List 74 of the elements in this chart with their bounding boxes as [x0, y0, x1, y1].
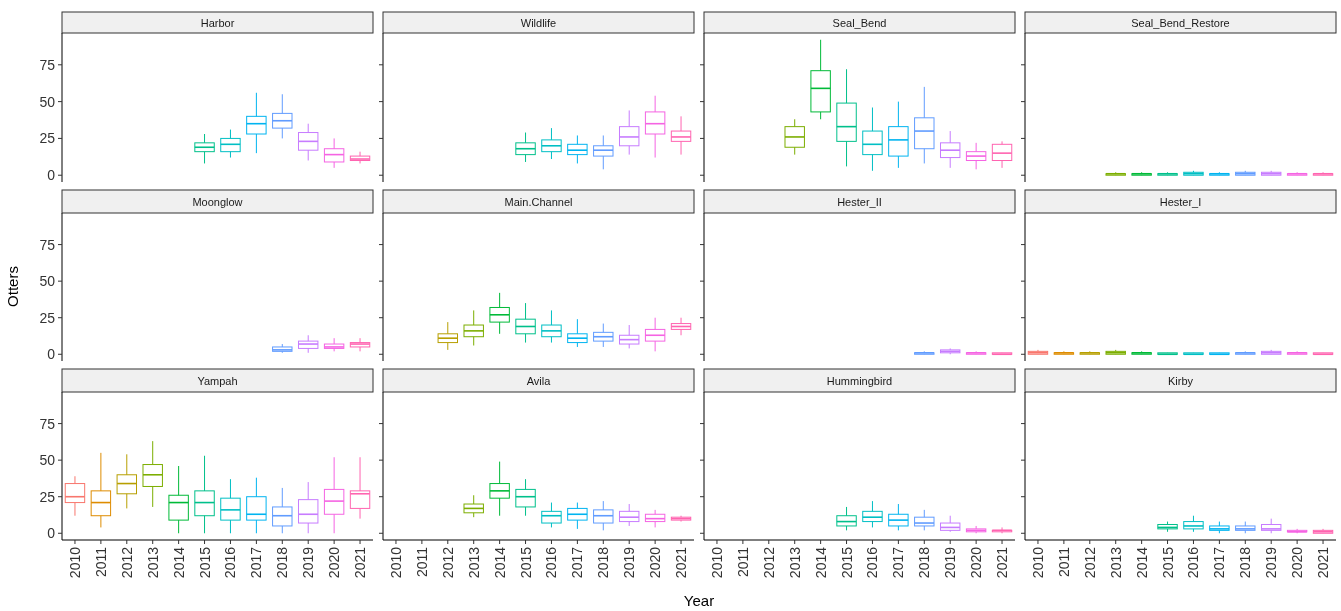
x-tick-label: 2010: [66, 546, 83, 579]
x-tick-label: 2017: [248, 546, 265, 579]
x-tick-label: 2010: [387, 546, 404, 579]
x-tick-label: 2013: [786, 546, 803, 579]
x-tick-label: 2019: [300, 546, 317, 579]
x-tick-label: 2013: [1107, 546, 1124, 579]
y-tick-label: 25: [39, 130, 56, 147]
x-tick-label: 2015: [838, 546, 855, 579]
x-axis-title: Year: [683, 592, 715, 609]
x-tick-label: 2014: [170, 546, 187, 579]
chart-title: Wildlife: [520, 16, 557, 29]
x-tick-label: 2014: [491, 546, 508, 579]
y-tick-label: 50: [39, 452, 56, 469]
y-tick-label: 75: [39, 236, 56, 253]
chart-title: Moonglow: [192, 195, 243, 208]
x-tick-label: 2010: [708, 546, 725, 579]
x-tick-label: 2016: [543, 546, 560, 579]
x-tick-label: 2012: [1081, 546, 1098, 579]
y-tick-label: 25: [39, 488, 56, 505]
x-tick-label: 2021: [352, 546, 369, 579]
x-tick-label: 2020: [968, 546, 985, 579]
x-tick-label: 2017: [890, 546, 907, 579]
x-tick-label: 2011: [92, 546, 109, 578]
x-tick-label: 2021: [1315, 546, 1332, 579]
chart-title: Harbor: [200, 16, 235, 29]
x-tick-label: 2016: [222, 546, 239, 579]
x-tick-label: 2017: [569, 546, 586, 579]
y-tick-label: 50: [39, 273, 56, 290]
x-tick-label: 2010: [1029, 546, 1046, 579]
x-tick-label: 2018: [916, 546, 933, 579]
x-tick-label: 2012: [118, 546, 135, 579]
y-tick-label: 75: [39, 415, 56, 432]
x-tick-label: 2011: [413, 546, 430, 578]
x-tick-label: 2016: [864, 546, 881, 579]
x-tick-label: 2014: [812, 546, 829, 579]
x-tick-label: 2019: [942, 546, 959, 579]
x-tick-label: 2016: [1185, 546, 1202, 579]
x-tick-label: 2013: [144, 546, 161, 579]
x-tick-label: 2020: [1289, 546, 1306, 579]
x-tick-label: 2015: [517, 546, 534, 579]
y-tick-label: 25: [39, 309, 56, 326]
chart-title: Hummingbird: [826, 374, 893, 387]
x-tick-label: 2012: [760, 546, 777, 579]
chart-title: Seal_Bend_Restore: [1131, 16, 1230, 29]
x-tick-label: 2013: [465, 546, 482, 579]
chart-title: Main.Channel: [504, 195, 573, 208]
chart-title: Seal_Bend: [832, 16, 887, 29]
y-tick-label: 0: [47, 346, 56, 363]
chart-title: Yampah: [197, 374, 238, 387]
x-tick-label: 2015: [1159, 546, 1176, 579]
x-tick-label: 2011: [1055, 546, 1072, 578]
x-tick-label: 2020: [647, 546, 664, 579]
x-tick-label: 2019: [621, 546, 638, 579]
y-axis-title: Otters: [4, 266, 21, 307]
chart-title: Hester_I: [1159, 195, 1202, 208]
x-tick-label: 2018: [1237, 546, 1254, 579]
x-tick-label: 2018: [595, 546, 612, 579]
x-tick-label: 2017: [1211, 546, 1228, 579]
y-tick-label: 75: [39, 56, 56, 73]
x-tick-label: 2011: [734, 546, 751, 578]
x-tick-label: 2021: [673, 546, 690, 579]
y-tick-label: 0: [47, 167, 56, 184]
x-tick-label: 2020: [326, 546, 343, 579]
x-tick-label: 2018: [274, 546, 291, 579]
chart-title: Kirby: [1167, 374, 1194, 387]
x-tick-label: 2021: [994, 546, 1011, 579]
y-tick-label: 50: [39, 93, 56, 110]
y-tick-label: 0: [47, 525, 56, 542]
chart-title: Hester_II: [837, 195, 882, 208]
x-tick-label: 2014: [1133, 546, 1150, 579]
chart-title: Avila: [526, 374, 552, 387]
x-tick-label: 2019: [1263, 546, 1280, 579]
x-tick-label: 2012: [439, 546, 456, 579]
x-tick-label: 2015: [196, 546, 213, 579]
